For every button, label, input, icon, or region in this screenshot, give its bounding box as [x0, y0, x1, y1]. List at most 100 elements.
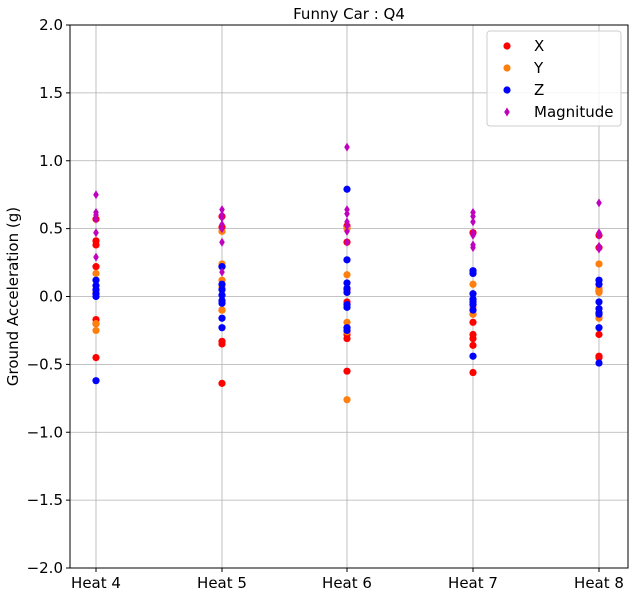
point-z [595, 280, 603, 288]
point-x [469, 334, 477, 343]
point-magnitude [344, 221, 350, 231]
x-tick-label: Heat 5 [197, 574, 247, 592]
legend-marker-magnitude [504, 107, 510, 117]
point-magnitude [596, 230, 602, 240]
y-tick-label: −1.0 [27, 423, 63, 441]
y-tick-label: −0.5 [27, 355, 63, 373]
point-magnitude [596, 244, 602, 254]
point-z [343, 256, 351, 264]
y-tick-label: 1.5 [39, 84, 63, 102]
point-magnitude [470, 230, 476, 240]
point-magnitude [93, 252, 99, 262]
point-z [469, 301, 477, 309]
point-y [469, 280, 477, 288]
point-x [469, 318, 477, 326]
y-tick-label: −2.0 [27, 559, 63, 577]
point-magnitude [470, 211, 476, 221]
point-z [595, 324, 603, 332]
point-x [92, 353, 100, 362]
y-axis-label: Ground Acceleration (g) [4, 207, 22, 386]
point-magnitude [596, 198, 602, 208]
legend-label-z: Z [534, 81, 544, 99]
point-magnitude [219, 267, 225, 277]
x-tick-label: Heat 6 [322, 574, 372, 592]
legend-marker-z [503, 86, 511, 94]
point-magnitude [219, 224, 225, 234]
point-magnitude [344, 226, 350, 236]
point-z [343, 303, 351, 311]
legend-label-magnitude: Magnitude [534, 103, 613, 121]
point-z [218, 263, 226, 271]
point-x [218, 379, 226, 387]
point-magnitude [219, 213, 225, 223]
point-z [218, 286, 226, 294]
point-magnitude [219, 205, 225, 215]
y-tick-label: 0.5 [39, 220, 63, 238]
point-y [92, 269, 100, 278]
point-magnitude [344, 209, 350, 219]
point-z [92, 377, 100, 385]
point-z [469, 290, 477, 298]
chart-title: Funny Car : Q4 [293, 5, 405, 23]
point-y [218, 306, 226, 314]
point-z [218, 324, 226, 332]
legend-box [486, 30, 622, 127]
point-x [595, 330, 603, 339]
point-z [218, 299, 226, 307]
point-z [343, 185, 351, 193]
point-magnitude [344, 237, 350, 247]
legend: XYZ Magnitude [486, 30, 622, 127]
point-z [595, 310, 603, 318]
point-magnitude [219, 237, 225, 247]
point-z [92, 276, 100, 284]
legend-label-x: X [534, 37, 544, 55]
point-z [343, 288, 351, 297]
y-tick-label: 1.0 [39, 152, 63, 170]
point-z [343, 326, 351, 335]
point-x [343, 367, 351, 375]
y-tick-labels: −2.0 −1.5 −1.0 −0.5 0.0 0.5 1.0 1.5 2.0 [27, 16, 70, 577]
y-tick-label: 0.0 [39, 288, 63, 306]
point-z [595, 359, 603, 367]
points-layer [92, 142, 603, 404]
point-z [92, 292, 100, 301]
point-x [92, 241, 100, 249]
point-z [218, 314, 226, 322]
y-tick-label: −1.5 [27, 491, 63, 509]
point-y [595, 260, 603, 268]
legend-label-y: Y [533, 59, 544, 77]
legend-marker-y [503, 64, 511, 72]
point-x [469, 341, 477, 349]
point-z [218, 291, 226, 299]
point-y [343, 271, 351, 279]
point-y [343, 318, 351, 326]
point-z [595, 298, 603, 306]
legend-marker-x [503, 42, 511, 50]
point-y [595, 288, 603, 297]
y-tick-label: 2.0 [39, 16, 63, 34]
x-tick-labels: Heat 4 Heat 5 Heat 6 Heat 7 Heat 8 [71, 568, 624, 592]
point-z [469, 306, 477, 314]
x-tick-label: Heat 4 [71, 574, 121, 592]
point-y [92, 320, 100, 328]
point-z [469, 352, 477, 360]
x-tick-label: Heat 8 [574, 574, 624, 592]
point-magnitude [93, 228, 99, 238]
point-z [343, 279, 351, 287]
point-y [343, 396, 351, 404]
point-z [218, 280, 226, 288]
point-magnitude [93, 190, 99, 200]
point-x [218, 340, 226, 348]
point-x [343, 334, 351, 343]
point-y [92, 326, 100, 335]
point-x [469, 368, 477, 377]
point-magnitude [344, 142, 350, 152]
point-x [595, 353, 603, 362]
x-tick-label: Heat 7 [448, 574, 498, 592]
point-magnitude [470, 243, 476, 253]
point-magnitude [470, 217, 476, 227]
point-magnitude [93, 214, 99, 224]
point-z [469, 269, 477, 278]
point-x [92, 263, 100, 271]
